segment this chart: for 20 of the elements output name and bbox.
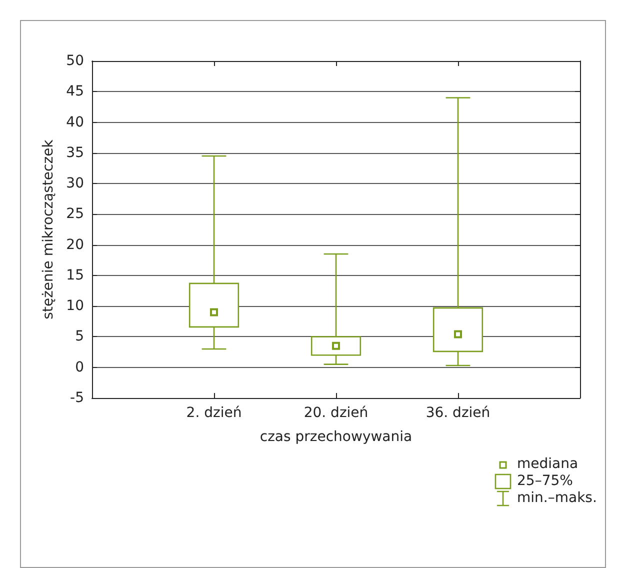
y-tick-label: 50 [66,53,84,69]
x-tick-label: 36. dzień [426,405,490,421]
y-tick-label: 30 [66,176,84,192]
y-tick-label: 25 [66,206,84,222]
text: 25–75% [517,473,573,490]
text: min.–maks. [517,490,597,507]
y-tick-label: 40 [66,114,84,130]
y-tick-label: 15 [66,267,84,284]
y-tick-label: 35 [66,144,84,161]
y-tick-label: 20 [66,236,84,253]
y-tick-label: 5 [75,328,84,345]
x-tick-label: 20. dzień [304,405,368,421]
y-tick-label: 45 [66,84,84,100]
y-tick-label: -5 [70,390,84,406]
y-tick-label: 10 [66,298,84,314]
text: mediana [517,456,578,473]
x-tick-label: 2. dzień [186,405,242,421]
x-axis-title: czas przechowywania [260,429,412,445]
y-tick-label: 0 [75,359,84,376]
y-axis-title: stężenie mikrocząsteczek [40,138,56,320]
